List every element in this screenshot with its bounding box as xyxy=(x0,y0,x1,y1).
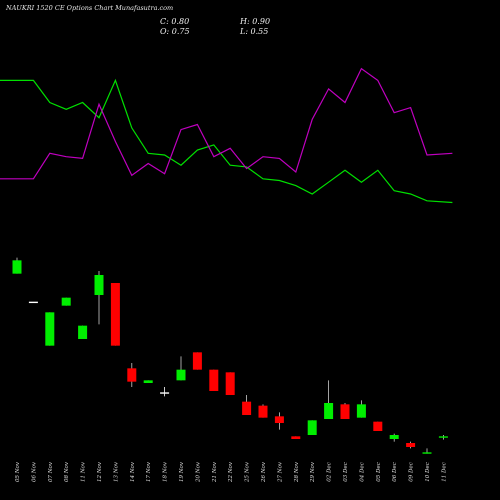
candle-body xyxy=(127,368,137,382)
candle-26-nov xyxy=(258,404,268,418)
candle-05-nov xyxy=(12,257,22,274)
candle-11-dec xyxy=(438,435,448,440)
candle-body xyxy=(28,301,38,304)
candle-body xyxy=(274,416,284,423)
candle-06-dec xyxy=(389,433,399,442)
candle-body xyxy=(209,369,219,391)
candle-09-dec xyxy=(406,441,416,449)
candle-body xyxy=(45,312,55,346)
x-tick-label: 11 Dec xyxy=(441,462,447,482)
x-tick-label: 28 Nov xyxy=(294,461,300,483)
candle-body xyxy=(94,275,104,295)
candle-body xyxy=(406,443,416,447)
x-tick-label: 07 Nov xyxy=(48,461,54,482)
high-value: H: 0.90 xyxy=(240,17,271,26)
x-tick-label: 08 Nov xyxy=(64,461,70,482)
candle-body xyxy=(242,401,252,415)
candle-17-nov xyxy=(143,380,153,383)
candle-body xyxy=(307,420,317,435)
candle-08-nov xyxy=(61,297,71,306)
candle-21-nov xyxy=(209,369,219,391)
candle-body xyxy=(143,380,153,383)
candle-body xyxy=(225,372,235,395)
candle-14-nov xyxy=(127,363,137,387)
open-value: O: 0.75 xyxy=(160,27,190,36)
x-tick-label: 19 Nov xyxy=(179,461,185,482)
candle-10-dec xyxy=(422,448,432,454)
x-tick-label: 11 Nov xyxy=(81,461,87,482)
candle-06-nov xyxy=(28,301,38,304)
candle-05-dec xyxy=(373,421,383,431)
candle-04-dec xyxy=(356,400,366,418)
candle-body xyxy=(438,436,448,438)
x-tick-label: 12 Nov xyxy=(97,461,103,482)
x-tick-label: 09 Dec xyxy=(409,462,415,482)
x-tick-label: 22 Nov xyxy=(228,461,234,483)
x-tick-label: 20 Nov xyxy=(195,461,201,483)
x-tick-label: 25 Nov xyxy=(245,461,251,483)
candle-13-nov xyxy=(110,283,120,346)
candle-body xyxy=(340,404,350,419)
candle-22-nov xyxy=(225,372,235,395)
x-tick-label: 29 Nov xyxy=(310,461,316,483)
candle-body xyxy=(160,392,170,394)
x-tick-label: 06 Nov xyxy=(31,461,37,482)
x-axis-labels: 05 Nov 06 Nov 07 Nov 08 Nov 11 Nov 12 Nov 13 N… xyxy=(15,461,447,483)
x-tick-label: 26 Nov xyxy=(261,461,267,483)
candle-29-nov xyxy=(307,420,317,435)
candle-body xyxy=(192,352,202,370)
x-tick-label: 02 Dec xyxy=(327,462,333,482)
candle-11-nov xyxy=(78,325,88,339)
indicator-line-1 xyxy=(0,78,453,204)
candle-body xyxy=(258,405,268,418)
candle-body xyxy=(176,369,186,381)
candle-18-nov xyxy=(160,387,170,397)
x-tick-label: 17 Nov xyxy=(146,461,152,482)
candles xyxy=(12,257,448,454)
candle-25-nov xyxy=(242,395,252,415)
x-tick-label: 13 Nov xyxy=(113,461,119,482)
indicator-line-2 xyxy=(0,67,453,180)
candle-body xyxy=(324,403,334,419)
candle-body xyxy=(291,436,301,439)
x-tick-label: 03 Dec xyxy=(343,462,349,482)
candle-02-dec xyxy=(324,380,334,419)
low-value: L: 0.55 xyxy=(240,27,269,36)
candle-body xyxy=(78,325,88,339)
candle-body xyxy=(373,421,383,431)
x-tick-label: 14 Nov xyxy=(130,461,136,482)
candle-body xyxy=(356,404,366,418)
x-tick-label: 05 Nov xyxy=(15,461,21,482)
candle-12-nov xyxy=(94,271,104,325)
candle-body xyxy=(12,260,22,274)
candle-body xyxy=(61,297,71,306)
x-tick-label: 06 Dec xyxy=(392,462,398,482)
x-tick-label: 18 Nov xyxy=(163,461,169,482)
candle-03-dec xyxy=(340,403,350,419)
candle-27-nov xyxy=(274,412,284,430)
x-tick-label: 21 Nov xyxy=(212,461,218,483)
indicator-lines xyxy=(0,67,453,204)
x-tick-label: 05 Dec xyxy=(376,462,382,482)
candle-19-nov xyxy=(176,356,186,381)
x-tick-label: 27 Nov xyxy=(277,461,283,483)
candle-20-nov xyxy=(192,352,202,370)
close-value: C: 0.80 xyxy=(160,17,190,26)
chart-title: NAUKRI 1520 CE Options Chart Munafasutra… xyxy=(6,4,174,12)
candle-07-nov xyxy=(45,312,55,346)
candle-body xyxy=(110,283,120,346)
x-tick-label: 10 Dec xyxy=(425,462,431,482)
candle-body xyxy=(389,435,399,439)
candle-28-nov xyxy=(291,436,301,439)
candle-body xyxy=(422,452,432,454)
x-tick-label: 04 Dec xyxy=(359,462,365,482)
